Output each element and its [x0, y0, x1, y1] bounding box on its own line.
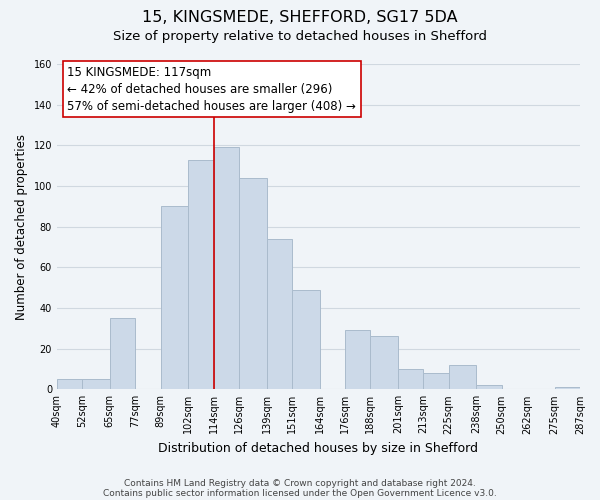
Bar [161, 206, 188, 390]
Text: Size of property relative to detached houses in Shefford: Size of property relative to detached ho… [113, 30, 487, 43]
Bar [214, 148, 239, 390]
Text: Contains HM Land Registry data © Crown copyright and database right 2024.: Contains HM Land Registry data © Crown c… [124, 478, 476, 488]
Y-axis label: Number of detached properties: Number of detached properties [15, 134, 28, 320]
Bar [345, 330, 370, 390]
Bar [266, 239, 292, 390]
Bar [398, 369, 423, 390]
X-axis label: Distribution of detached houses by size in Shefford: Distribution of detached houses by size … [158, 442, 478, 455]
Bar [554, 388, 580, 390]
Text: 15, KINGSMEDE, SHEFFORD, SG17 5DA: 15, KINGSMEDE, SHEFFORD, SG17 5DA [142, 10, 458, 25]
Bar [370, 336, 398, 390]
Text: Contains public sector information licensed under the Open Government Licence v3: Contains public sector information licen… [103, 488, 497, 498]
Bar [188, 160, 214, 390]
Bar [292, 290, 320, 390]
Bar [82, 379, 110, 390]
Text: 15 KINGSMEDE: 117sqm
← 42% of detached houses are smaller (296)
57% of semi-deta: 15 KINGSMEDE: 117sqm ← 42% of detached h… [67, 66, 356, 112]
Bar [57, 379, 82, 390]
Bar [423, 373, 449, 390]
Bar [110, 318, 135, 390]
Bar [449, 365, 476, 390]
Bar [476, 385, 502, 390]
Bar [239, 178, 266, 390]
